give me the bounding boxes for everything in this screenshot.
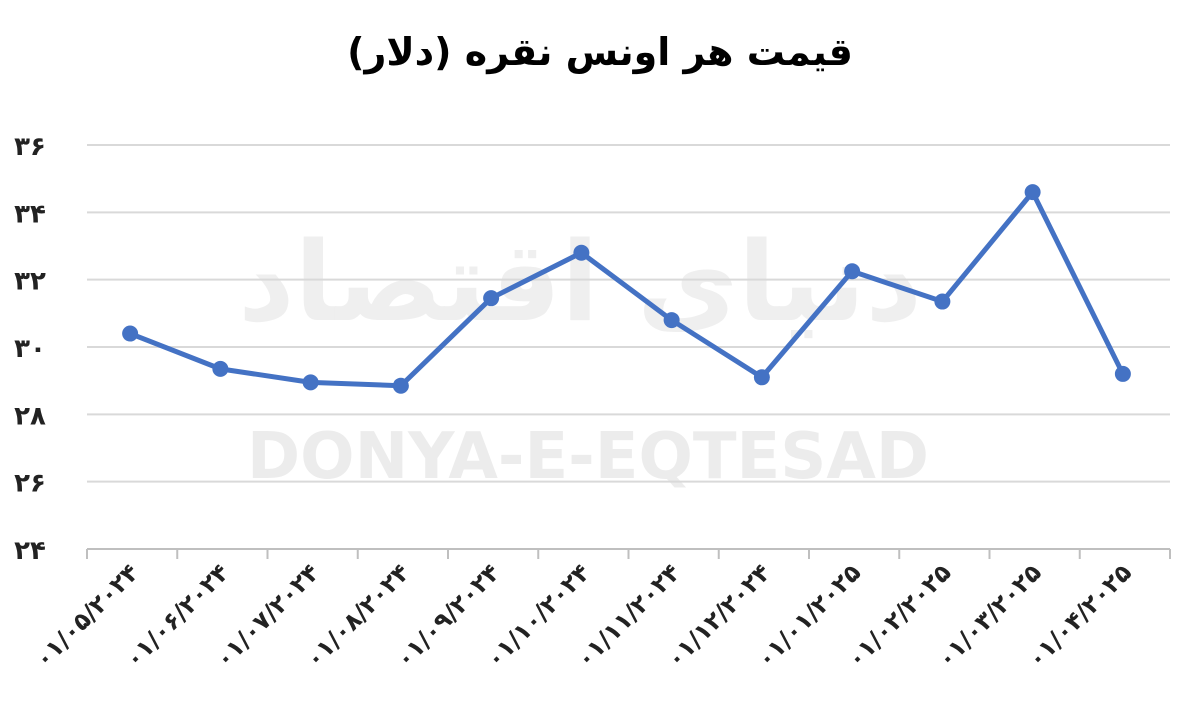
y-tick-label: ۳۲ <box>14 267 46 297</box>
watermark-persian: دنیای اقتصاد <box>238 218 922 346</box>
data-point <box>753 369 770 386</box>
data-point <box>122 325 139 342</box>
y-tick-label: ۳۴ <box>14 199 46 229</box>
y-tick-label: ۲۸ <box>14 401 46 431</box>
data-point <box>302 374 319 391</box>
chart-title: قیمت هر اونس نقره (دلار) <box>347 30 853 74</box>
y-tick-label: ۳۶ <box>14 132 46 162</box>
series-line <box>129 189 1126 389</box>
data-point <box>483 290 500 307</box>
data-point <box>934 293 951 310</box>
data-point <box>212 360 229 377</box>
data-point <box>573 244 590 261</box>
data-point <box>392 377 409 394</box>
y-tick-label: ۲۴ <box>14 536 46 566</box>
data-point <box>844 263 861 280</box>
data-point <box>1114 365 1131 382</box>
y-tick-label: ۳۰ <box>14 334 46 364</box>
data-point <box>663 312 680 329</box>
y-tick-label: ۲۶ <box>14 469 46 499</box>
watermark-latin: DONYA-E-EQTESAD <box>247 420 929 494</box>
data-point <box>1024 184 1041 201</box>
